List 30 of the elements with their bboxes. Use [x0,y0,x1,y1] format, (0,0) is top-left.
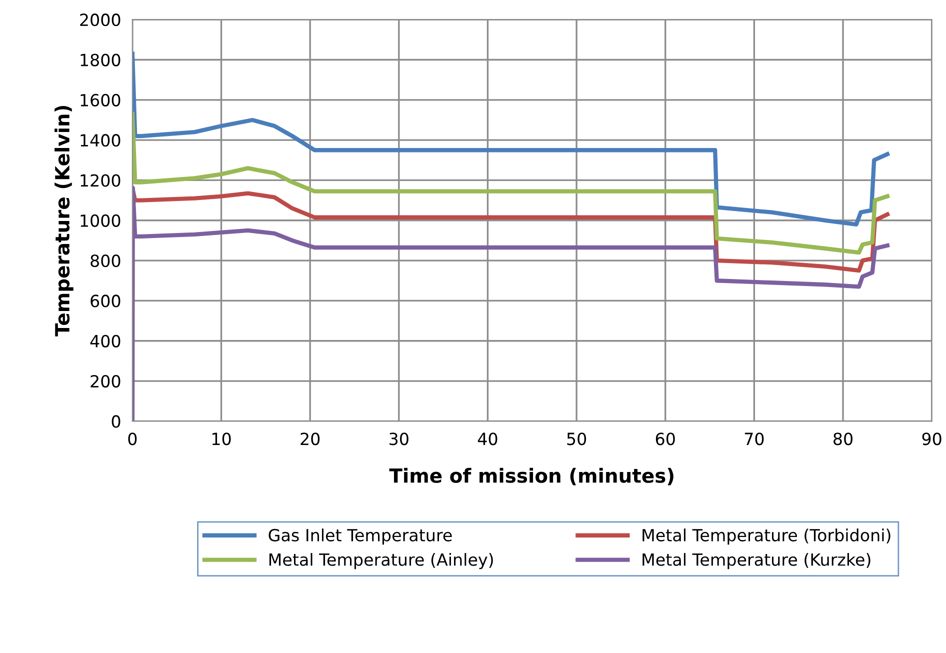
x-tick-label: 0 [128,432,137,446]
x-tick-label: 40 [478,432,498,446]
y-tick-label: 400 [90,334,120,348]
y-tick-label: 1200 [80,174,120,187]
x-axis-title: Time of mission (minutes) [389,468,674,486]
y-axis-title: Temperature (Kelvin) [54,106,74,336]
legend-label: Metal Temperature (Ainley) [269,553,493,570]
y-tick-label: 1800 [80,54,120,66]
legend-label: Metal Temperature (Torbidoni) [642,528,890,545]
x-tick-label: 80 [834,432,852,446]
line-series [132,112,890,255]
y-tick-label: 600 [90,294,120,308]
x-tick-label: 10 [212,432,231,446]
x-tick-label: 70 [744,432,764,446]
y-tick-label: 800 [90,254,120,268]
legend-label: Metal Temperature (Kurzke) [642,553,870,570]
y-tick-label: 0 [112,415,120,428]
line-series [132,186,890,422]
legend-label: Gas Inlet Temperature [268,528,452,545]
x-tick-label: 90 [922,432,942,446]
y-tick-label: 200 [90,374,120,388]
x-tick-label: 20 [300,432,320,446]
x-tick-label: 60 [656,432,675,446]
line-series [132,52,890,226]
x-tick-label: 50 [567,432,586,446]
y-tick-label: 1400 [80,134,120,147]
y-tick-label: 2000 [80,14,120,26]
x-tick-label: 30 [390,432,408,446]
y-tick-label: 1600 [80,94,120,106]
y-tick-label: 1000 [80,214,120,227]
